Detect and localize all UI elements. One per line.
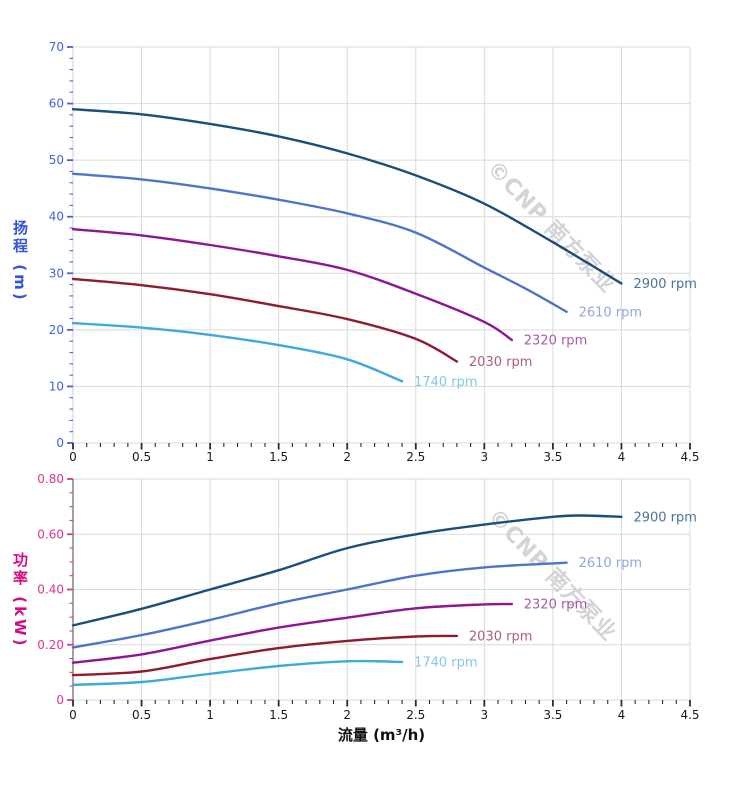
- y-tick-label: 40: [49, 210, 64, 224]
- x-tick-label: 2.5: [406, 708, 425, 722]
- watermark: ©CNP 南方泵业: [483, 504, 622, 646]
- y-tick-label: 20: [49, 323, 64, 337]
- x-tick-label: 3.5: [543, 708, 562, 722]
- curve-2900-rpm: [71, 108, 623, 285]
- watermark-text: ©CNP 南方泵业: [483, 504, 622, 646]
- y-tick-label: 30: [49, 266, 64, 280]
- power-chart: ©CNP 南方泵业 0 0.20 0.40 0.60 0.80 0 0.5 1 1.5 2 2.5 3 3…: [37, 472, 699, 722]
- x-tick-label: 1: [206, 450, 214, 464]
- x-tick-label: 1.5: [269, 708, 288, 722]
- curve-label-2610-rpm: 2610 rpm: [579, 305, 642, 320]
- x-tick-label: 4.5: [680, 708, 699, 722]
- curve-1740-rpm: [71, 321, 404, 383]
- y-tick-label: 0: [56, 693, 64, 707]
- curve-2030-rpm: [71, 634, 459, 677]
- x-tick-label: 0: [69, 450, 77, 464]
- curve-2900-rpm: [71, 514, 623, 627]
- x-tick-label: 0: [69, 708, 77, 722]
- y-tick-label: 0.60: [37, 527, 64, 541]
- x-tick-label: 0.5: [132, 450, 151, 464]
- curve-label-2030-rpm: 2030 rpm: [469, 629, 532, 644]
- curve-label-1740-rpm: 1740 rpm: [414, 655, 477, 670]
- curve-label-2610-rpm: 2610 rpm: [579, 556, 642, 571]
- y-tick-label: 70: [49, 40, 64, 54]
- x-tick-label: 3: [481, 450, 489, 464]
- curve-label-1740-rpm: 1740 rpm: [414, 375, 477, 390]
- curve-label-2320-rpm: 2320 rpm: [524, 598, 587, 613]
- y-tick-label: 10: [49, 379, 64, 393]
- x-tick-label: 4: [618, 450, 626, 464]
- y-tick-label: 0.80: [37, 472, 64, 486]
- head-axis-title: 扬程 (m): [11, 220, 29, 303]
- x-tick-label: 3.5: [543, 450, 562, 464]
- x-tick-label: 2: [343, 708, 351, 722]
- curve-2610-rpm: [71, 561, 568, 649]
- power-axis-title: 功率 (kW): [11, 552, 29, 649]
- curve-2610-rpm: [71, 172, 568, 313]
- curve-label-2320-rpm: 2320 rpm: [524, 334, 587, 349]
- y-tick-label: 0.40: [37, 583, 64, 597]
- x-tick-label: 2.5: [406, 450, 425, 464]
- curve-label-2900-rpm: 2900 rpm: [633, 510, 696, 525]
- x-tick-label: 3: [481, 708, 489, 722]
- curve-1740-rpm: [71, 659, 404, 686]
- curve-2320-rpm: [71, 602, 513, 664]
- x-tick-label: 2: [343, 450, 351, 464]
- x-tick-label: 1: [206, 708, 214, 722]
- curve-label-2900-rpm: 2900 rpm: [633, 277, 696, 292]
- curve-2030-rpm: [71, 277, 459, 363]
- y-tick-label: 0.20: [37, 638, 64, 652]
- x-tick-label: 1.5: [269, 450, 288, 464]
- y-tick-label: 0: [56, 436, 64, 450]
- x-tick-label: 4.5: [680, 450, 699, 464]
- y-tick-label: 50: [49, 153, 64, 167]
- curve-label-2030-rpm: 2030 rpm: [469, 355, 532, 370]
- flow-axis-title: 流量 (m³/h): [337, 726, 426, 744]
- x-tick-label: 4: [618, 708, 626, 722]
- x-tick-label: 0.5: [132, 708, 151, 722]
- curve-2320-rpm: [71, 228, 513, 342]
- y-tick-label: 60: [49, 97, 64, 111]
